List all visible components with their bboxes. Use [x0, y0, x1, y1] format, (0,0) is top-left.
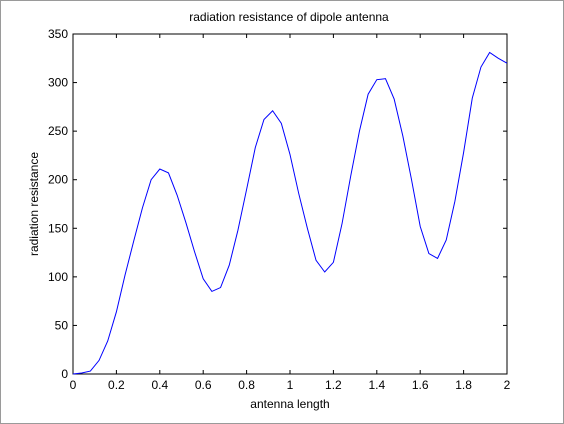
y-tick-label: 250	[48, 124, 68, 138]
axis-tick-labels: 0 0.2 0.4 0.6 0.8 1 1.2 1.4 1.6 1.8 2 0 50 100 150 200 2…	[48, 27, 511, 392]
x-tick-label: 0.4	[151, 378, 168, 392]
x-tick-label: 1.2	[325, 378, 342, 392]
chart-title: radiation resistance of dipole antenna	[189, 10, 389, 24]
y-axis-label: radiation resistance	[27, 152, 41, 256]
x-tick-label: 1	[287, 378, 294, 392]
x-tick-label: 0	[70, 378, 77, 392]
y-tick-label: 200	[48, 173, 68, 187]
x-tick-label: 1.8	[455, 378, 472, 392]
x-tick-label: 0.8	[238, 378, 255, 392]
x-tick-label: 2	[504, 378, 511, 392]
axis-ticks	[72, 33, 508, 375]
x-tick-label: 0.2	[108, 378, 125, 392]
y-tick-label: 100	[48, 270, 68, 284]
y-tick-label: 50	[55, 318, 69, 332]
y-tick-label: 300	[48, 76, 68, 90]
x-tick-label: 0.6	[195, 378, 212, 392]
y-tick-label: 150	[48, 221, 68, 235]
x-tick-label: 1.4	[368, 378, 385, 392]
x-axis-label: antenna length	[250, 397, 329, 411]
y-tick-label: 350	[48, 27, 68, 41]
series-line	[72, 51, 508, 375]
x-tick-label: 1.6	[412, 378, 429, 392]
y-tick-label: 0	[61, 367, 68, 381]
plot-area	[72, 33, 508, 375]
